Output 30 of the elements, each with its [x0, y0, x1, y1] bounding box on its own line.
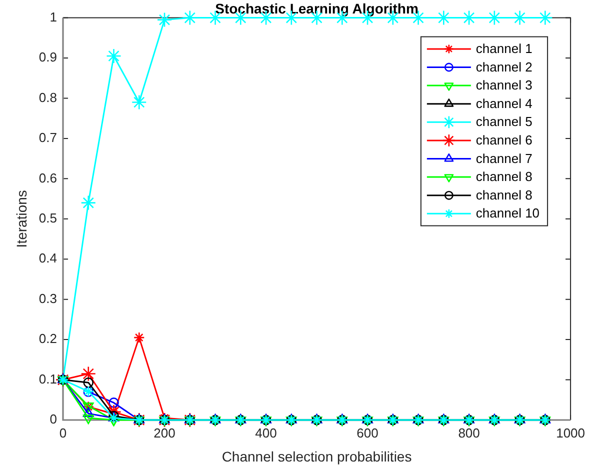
- y-tick-label: 0: [50, 412, 57, 427]
- y-tick-label: 0.6: [38, 170, 57, 186]
- x-tick-label: 400: [255, 425, 277, 440]
- legend-label: channel 8: [476, 169, 532, 184]
- legend-label: channel 1: [476, 41, 532, 56]
- y-tick-label: 0.5: [38, 210, 57, 226]
- x-tick-label: 0: [59, 425, 67, 440]
- y-tick-label: 0.7: [38, 130, 57, 146]
- legend-label: channel 10: [476, 206, 540, 221]
- x-tick-label: 1000: [556, 425, 585, 440]
- legend-label: channel 8: [476, 187, 532, 202]
- y-axis-title: Iterations: [13, 190, 30, 248]
- x-tick-label: 800: [458, 425, 480, 440]
- y-tick-label: 0.1: [38, 371, 57, 386]
- chart-title: Stochastic Learning Algorithm: [215, 0, 418, 16]
- y-tick-label: 0.9: [38, 50, 57, 65]
- legend-label: channel 5: [476, 114, 532, 130]
- legend-label: channel 7: [476, 150, 532, 166]
- y-tick-label: 0.8: [38, 90, 57, 105]
- y-tick-label: 0.4: [38, 250, 57, 266]
- legend-label: channel 4: [476, 96, 532, 111]
- legend-label: channel 3: [476, 78, 532, 93]
- x-tick-label: 200: [154, 425, 176, 440]
- legend-label: channel 6: [476, 132, 532, 148]
- x-tick-label: 600: [356, 425, 378, 440]
- legend-label: channel 2: [476, 59, 532, 74]
- y-tick-label: 0.2: [38, 331, 57, 346]
- y-tick-label: 0.3: [38, 290, 57, 306]
- y-tick-label: 1: [50, 9, 57, 24]
- x-axis-title: Channel selection probabilities: [222, 448, 412, 464]
